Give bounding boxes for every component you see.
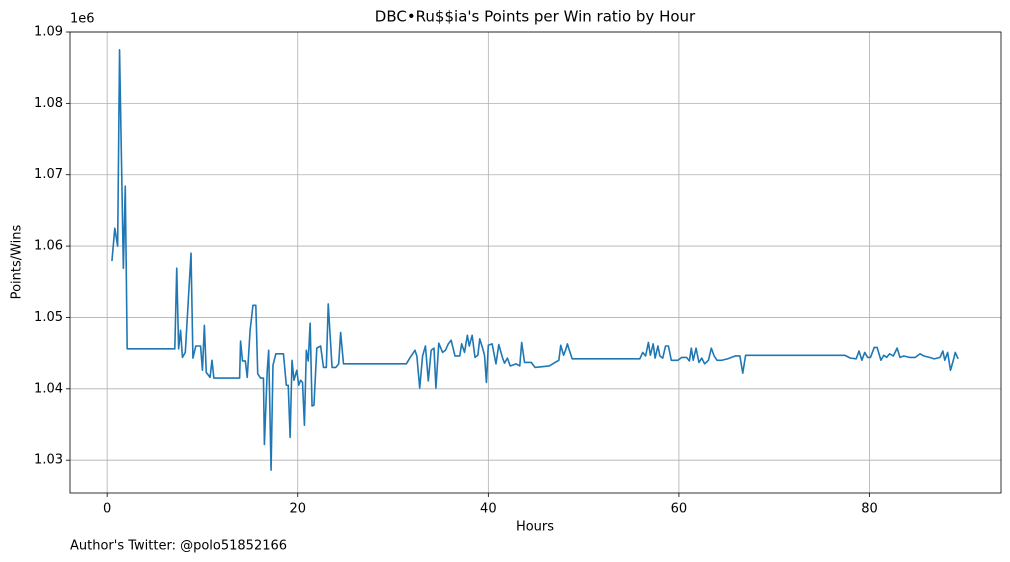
annotation: Author's Twitter: @polo51852166 <box>70 539 287 554</box>
y-axis-label: Points/Wins <box>10 224 25 299</box>
offset-text: 1e6 <box>70 12 95 27</box>
chart-title: DBC•Ru$$ia's Points per Win ratio by Hou… <box>375 8 696 26</box>
x-tick-label: 60 <box>671 502 688 517</box>
plot-frame <box>69 31 1002 494</box>
y-tick-label: 1.07 <box>34 167 63 182</box>
line <box>111 49 959 471</box>
y-tick-label: 1.04 <box>34 381 63 396</box>
x-tick-label: 80 <box>861 502 878 517</box>
y-tick-label: 1.05 <box>34 310 63 325</box>
x-tick-label: 0 <box>103 502 111 517</box>
x-tick-label: 40 <box>480 502 497 517</box>
x-tick-label: 20 <box>289 502 306 517</box>
y-tick-label: 1.08 <box>34 96 63 111</box>
y-tick-label: 1.06 <box>34 239 63 254</box>
y-tick-label: 1.09 <box>34 25 63 40</box>
x-axis-label: Hours <box>516 520 554 535</box>
y-tick-label: 1.03 <box>34 453 63 468</box>
